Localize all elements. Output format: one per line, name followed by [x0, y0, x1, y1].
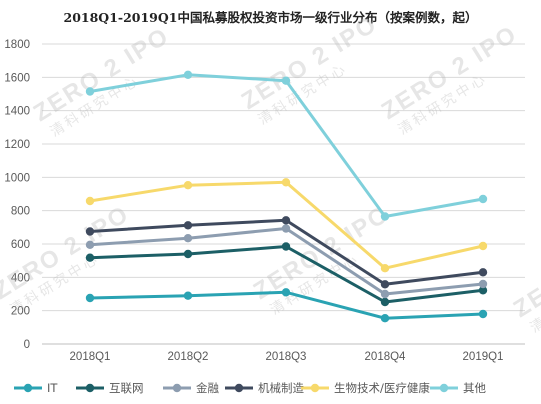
legend-item: 生物技术/医疗健康	[301, 381, 430, 395]
data-point	[380, 212, 390, 221]
legend-label: 生物技术/医疗健康	[334, 381, 430, 395]
data-point	[478, 268, 488, 277]
data-point	[85, 196, 95, 206]
data-point	[380, 264, 390, 273]
data-point	[478, 309, 488, 319]
legend-label: 金融	[196, 381, 219, 395]
y-tick-label: 1000	[4, 172, 30, 184]
axes: 0 200 400 600 800 1000 1200 1400 1600 1800 2018Q1 2…	[4, 39, 503, 363]
legend-label: 机械制造	[258, 381, 304, 395]
data-point	[183, 249, 193, 259]
data-point	[281, 76, 291, 85]
y-tick-label: 1800	[4, 39, 30, 51]
y-tick-label: 0	[24, 339, 30, 351]
legend-marker	[85, 383, 95, 393]
y-tick-label: 200	[11, 306, 30, 318]
legend-marker	[234, 383, 244, 393]
data-point	[478, 279, 488, 289]
y-tick-label: 1600	[4, 72, 30, 84]
data-point	[183, 234, 193, 243]
data-point	[85, 293, 95, 303]
legend-marker	[439, 383, 449, 393]
legend-label: 其他	[463, 381, 486, 395]
x-tick-label: 2018Q3	[266, 351, 307, 363]
data-point	[183, 181, 193, 190]
y-tick-label: 1200	[4, 139, 30, 151]
data-point	[85, 87, 95, 96]
legend-marker	[310, 383, 320, 393]
data-point	[281, 178, 291, 187]
data-point	[380, 297, 390, 307]
x-tick-label: 2018Q4	[365, 351, 407, 363]
data-point	[281, 216, 291, 225]
data-point	[183, 70, 193, 80]
data-point	[85, 253, 95, 262]
data-point	[478, 286, 488, 295]
y-tick-label: 400	[11, 272, 30, 284]
svg-text:ZERO 2 IPO: ZERO 2 IPO	[509, 218, 541, 323]
y-tick-label: 600	[11, 239, 30, 251]
data-point	[281, 242, 291, 251]
data-point	[85, 227, 95, 236]
legend-label: IT	[47, 381, 58, 395]
x-tick-label: 2019Q1	[463, 351, 504, 363]
x-tick-label: 2018Q2	[168, 351, 209, 363]
legend-item: IT	[14, 381, 58, 395]
data-point	[281, 224, 291, 233]
data-point	[380, 314, 390, 323]
data-point	[183, 291, 193, 300]
legend: IT 互联网 金融 机械制造 生物技术/医疗健康 其他	[14, 381, 486, 395]
data-point	[380, 289, 390, 299]
data-point	[478, 241, 488, 251]
legend-label: 互联网	[109, 381, 144, 395]
y-tick-label: 800	[11, 206, 30, 218]
data-point	[478, 194, 488, 204]
data-point	[85, 240, 95, 249]
x-tick-label: 2018Q1	[70, 351, 111, 363]
legend-item: 金融	[163, 381, 219, 395]
data-point	[183, 221, 193, 230]
legend-item: 互联网	[76, 381, 144, 395]
series-lines	[85, 70, 488, 323]
legend-item: 其他	[430, 381, 486, 395]
legend-item: 机械制造	[225, 381, 304, 395]
data-point	[281, 288, 291, 297]
legend-marker	[23, 383, 33, 393]
legend-marker	[172, 383, 182, 393]
chart-title: 2018Q1-2019Q1中国私募股权投资市场一级行业分布（按案例数，起）	[63, 10, 478, 25]
y-tick-label: 1400	[4, 106, 30, 118]
data-point	[380, 280, 390, 289]
